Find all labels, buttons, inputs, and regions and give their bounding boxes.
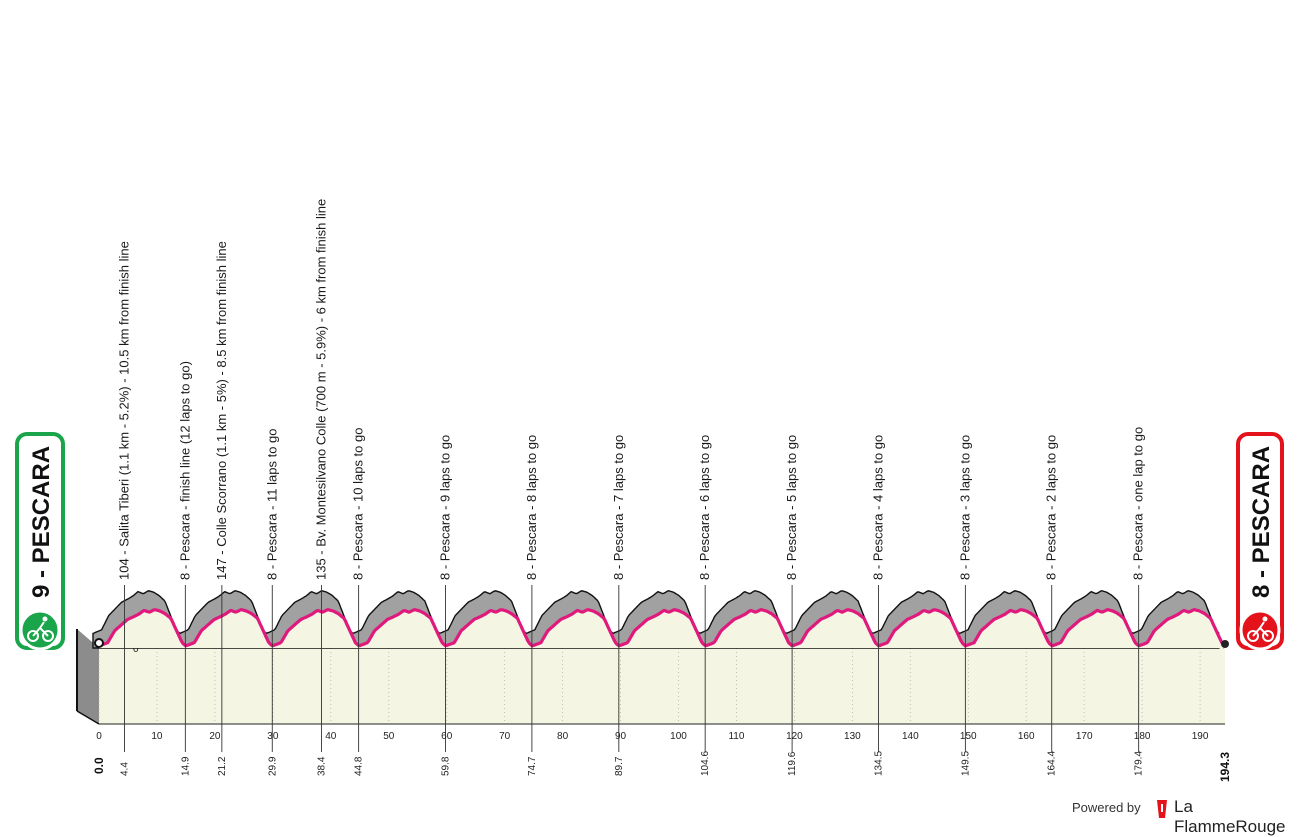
- start-icon-head: [42, 616, 48, 622]
- km-axis-tick-label: 160: [1018, 731, 1035, 742]
- km-axis-tick-label: 180: [1134, 731, 1151, 742]
- km-axis-tick-label: 0: [96, 731, 102, 742]
- km-axis-tick-label: 30: [267, 731, 279, 742]
- start-icon-wheel-left: [27, 630, 39, 642]
- waypoint-km-label: 4.4: [119, 762, 130, 776]
- waypoint-km-label: 14.9: [180, 756, 191, 776]
- waypoint-km-label: 59.8: [441, 756, 452, 776]
- km-axis-tick-label: 110: [728, 731, 744, 742]
- km-axis-tick-label: 170: [1076, 731, 1093, 742]
- waypoint-label: 8 - Pescara - 9 laps to go: [438, 435, 453, 580]
- km-axis-tick-label: 120: [786, 731, 803, 742]
- waypoint-label: 8 - Pescara - finish line (12 laps to go…: [177, 361, 192, 580]
- waypoint-km-label: 179.4: [1134, 751, 1145, 776]
- finish-icon-wheel-right: [1262, 630, 1274, 642]
- waypoint-km-label: 104.6: [700, 751, 711, 776]
- profile-left-face: [77, 629, 99, 724]
- km-axis-tick-label: 60: [441, 731, 453, 742]
- waypoint-km-label: 44.8: [354, 756, 365, 776]
- km-axis-tick-label: 140: [902, 731, 919, 742]
- waypoint-km-label: 89.7: [614, 756, 625, 776]
- km-axis-tick-label: 50: [383, 731, 395, 742]
- finish-banner: 8 - PESCARA: [1236, 432, 1284, 651]
- km-axis-tick-label: 20: [209, 731, 221, 742]
- start-icon-wheel-right: [42, 630, 54, 642]
- waypoint-label: 8 - Pescara - 7 laps to go: [611, 435, 626, 580]
- waypoint-label: 8 - Pescara - 3 laps to go: [957, 435, 972, 580]
- waypoint-label: 8 - Pescara - 5 laps to go: [784, 435, 799, 580]
- waypoint-km-label: 134.5: [873, 751, 884, 776]
- finish-km-label: 194.3: [1218, 752, 1232, 782]
- waypoint-km-label: 38.4: [317, 756, 328, 776]
- km-axis-tick-label: 40: [325, 731, 337, 742]
- start-icon-rider: [32, 621, 49, 637]
- km-axis-tick-label: 100: [670, 731, 687, 742]
- start-cyclist-icon: [19, 609, 61, 651]
- waypoint-label: 8 - Pescara - 10 laps to go: [351, 428, 366, 580]
- km-axis-tick-label: 80: [557, 731, 569, 742]
- km-axis-tick-label: 90: [615, 731, 627, 742]
- km-axis-tick-label: 10: [151, 731, 163, 742]
- km-axis-tick-label: 130: [844, 731, 861, 742]
- finish-icon-rider: [1252, 621, 1269, 637]
- waypoint-label: 8 - Pescara - one lap to go: [1131, 427, 1146, 580]
- base-area: [99, 648, 1225, 724]
- km-axis-tick-label: 150: [960, 731, 977, 742]
- start-km-label: 0.0: [92, 757, 106, 774]
- waypoint-label: 147 - Colle Scorrano (1.1 km - 5%) - 8.5…: [214, 241, 229, 580]
- powered-by-text: Powered by: [1072, 800, 1141, 815]
- flame-logo-icon: [1157, 800, 1167, 818]
- finish-icon-wheel-left: [1247, 630, 1259, 642]
- waypoint-km-label: 149.5: [960, 751, 971, 776]
- brand-name: La FlammeRouge: [1174, 797, 1286, 836]
- km-axis-tick-label: 190: [1192, 731, 1209, 742]
- waypoint-label: 104 - Salita Tiberi (1.1 km - 5.2%) - 10…: [116, 241, 131, 580]
- waypoint-label: 8 - Pescara - 4 laps to go: [870, 435, 885, 580]
- km-axis-tick-label: 70: [499, 731, 511, 742]
- profile-front-face: [99, 609, 1225, 648]
- waypoint-label: 8 - Pescara - 11 laps to go: [264, 428, 279, 580]
- zero-level-label: 0: [133, 644, 139, 655]
- waypoint-label: 8 - Pescara - 6 laps to go: [697, 435, 712, 580]
- finish-location-label: 8 - PESCARA: [1248, 446, 1275, 598]
- waypoint-km-label: 164.4: [1047, 751, 1058, 776]
- waypoint-km-label: 74.7: [527, 756, 538, 776]
- waypoint-label: 8 - Pescara - 8 laps to go: [524, 435, 539, 580]
- waypoint-km-label: 29.9: [267, 756, 278, 776]
- waypoint-km-label: 119.6: [787, 751, 798, 776]
- finish-icon-head: [1262, 616, 1268, 622]
- profile-bottom-edge: [76, 710, 100, 725]
- start-location-label: 9 - PESCARA: [28, 446, 55, 598]
- waypoint-label: 135 - Bv. Montesilvano Colle (700 m - 5.…: [314, 199, 329, 580]
- finish-cyclist-icon: [1239, 609, 1281, 651]
- waypoint-km-label: 21.2: [217, 756, 228, 776]
- waypoint-label: 8 - Pescara - 2 laps to go: [1044, 435, 1059, 580]
- start-marker: [94, 638, 104, 648]
- finish-marker: [1221, 640, 1229, 648]
- start-banner: 9 - PESCARA: [15, 432, 65, 651]
- route-line: [98, 608, 1226, 648]
